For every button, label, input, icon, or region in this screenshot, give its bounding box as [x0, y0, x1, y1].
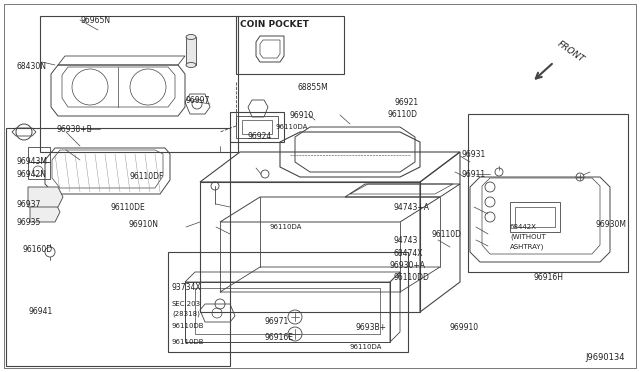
Text: COIN POCKET: COIN POCKET — [240, 19, 309, 29]
Text: 68855M: 68855M — [298, 83, 329, 92]
Text: 96937: 96937 — [16, 199, 40, 208]
Text: ASHTRAY): ASHTRAY) — [510, 244, 545, 250]
Text: 96110DA: 96110DA — [270, 224, 302, 230]
Text: 96916H: 96916H — [534, 273, 564, 282]
Text: 93734X: 93734X — [172, 283, 202, 292]
Bar — [40, 16, 238, 152]
Text: 94743: 94743 — [394, 235, 419, 244]
Text: 96110DB: 96110DB — [172, 323, 205, 329]
Text: 68474X: 68474X — [394, 250, 424, 259]
Text: 9693B+: 9693B+ — [356, 323, 387, 331]
Text: 96110DD: 96110DD — [394, 273, 430, 282]
Text: 68442X: 68442X — [510, 224, 537, 230]
Text: 969910: 969910 — [450, 323, 479, 331]
Text: 96930+A: 96930+A — [390, 262, 426, 270]
Text: FRONT: FRONT — [556, 39, 586, 64]
Text: 96971: 96971 — [265, 317, 289, 327]
Text: 68430N: 68430N — [16, 61, 46, 71]
Text: 96935: 96935 — [16, 218, 40, 227]
Polygon shape — [30, 202, 60, 222]
Text: 96941: 96941 — [28, 308, 52, 317]
Text: 96910N: 96910N — [128, 219, 158, 228]
Text: 96931: 96931 — [462, 150, 486, 158]
Text: 96910: 96910 — [290, 110, 314, 119]
Polygon shape — [186, 37, 196, 65]
Text: 96916E: 96916E — [265, 333, 294, 341]
Ellipse shape — [186, 62, 196, 67]
Text: 96911: 96911 — [462, 170, 486, 179]
Text: 96930M: 96930M — [596, 219, 627, 228]
Text: 96965N: 96965N — [80, 16, 110, 25]
Text: 96943M: 96943M — [16, 157, 47, 166]
Text: 96110DE: 96110DE — [110, 202, 145, 212]
Bar — [168, 252, 408, 352]
Text: (WITHOUT: (WITHOUT — [510, 234, 546, 240]
Bar — [6, 128, 230, 366]
Text: 94743+A: 94743+A — [394, 202, 430, 212]
Text: 96110D: 96110D — [432, 230, 462, 238]
Text: 96921: 96921 — [395, 97, 419, 106]
Bar — [236, 16, 344, 74]
Text: 96110DB: 96110DB — [172, 339, 205, 345]
Text: 96160D: 96160D — [22, 246, 52, 254]
Text: 96997: 96997 — [186, 96, 211, 105]
Text: 96110DF: 96110DF — [130, 171, 164, 180]
Text: 96938+B: 96938+B — [56, 125, 92, 134]
Text: 96110DA: 96110DA — [276, 124, 308, 130]
Text: J9690134: J9690134 — [586, 353, 625, 362]
Text: 96110DA: 96110DA — [350, 344, 382, 350]
Bar — [468, 114, 628, 272]
Polygon shape — [28, 187, 63, 207]
Text: 96110D: 96110D — [388, 109, 418, 119]
Text: 96924: 96924 — [248, 131, 272, 141]
Text: (28318): (28318) — [172, 311, 200, 317]
Ellipse shape — [186, 35, 196, 39]
Text: SEC.203: SEC.203 — [172, 301, 201, 307]
Text: 96942N: 96942N — [16, 170, 46, 179]
